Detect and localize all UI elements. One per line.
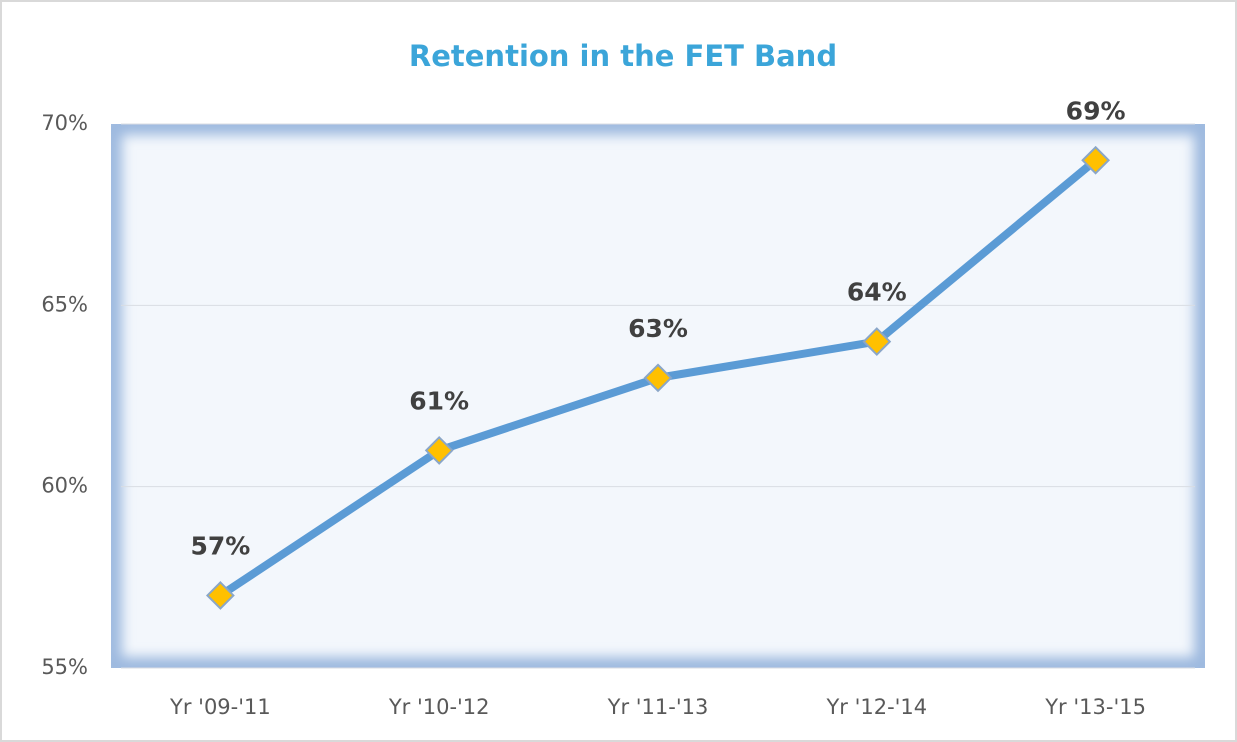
y-tick-label: 65% <box>41 292 88 316</box>
plot-area <box>111 124 1205 668</box>
data-label: 61% <box>409 386 469 415</box>
marker <box>424 435 454 465</box>
x-tick-label: Yr '13-'15 <box>1044 695 1146 719</box>
x-tick-label: Yr '10-'12 <box>388 695 490 719</box>
chart-title: Retention in the FET Band <box>409 39 837 73</box>
y-tick-label: 60% <box>41 474 88 498</box>
x-tick-label: Yr '09-'11 <box>169 695 271 719</box>
marker <box>1081 145 1111 175</box>
data-label: 63% <box>628 314 688 343</box>
data-label: 64% <box>847 278 907 307</box>
data-label: 57% <box>190 531 250 560</box>
x-tick-label: Yr '12-'14 <box>825 695 927 719</box>
x-tick-label: Yr '11-'13 <box>607 695 709 719</box>
y-tick-label: 55% <box>41 655 88 679</box>
marker <box>643 363 673 393</box>
marker <box>205 581 235 610</box>
data-label: 69% <box>1066 96 1126 125</box>
y-tick-label: 70% <box>41 111 88 135</box>
marker <box>862 327 892 357</box>
